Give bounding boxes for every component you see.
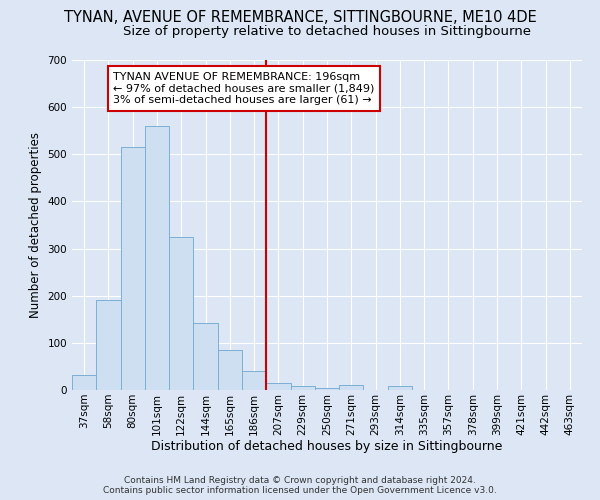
Bar bbox=[242, 371, 266, 390]
Bar bbox=[145, 126, 169, 390]
Bar bbox=[339, 386, 364, 390]
X-axis label: Distribution of detached houses by size in Sittingbourne: Distribution of detached houses by size … bbox=[151, 440, 503, 454]
Text: Contains HM Land Registry data © Crown copyright and database right 2024.
Contai: Contains HM Land Registry data © Crown c… bbox=[103, 476, 497, 495]
Bar bbox=[290, 386, 315, 390]
Bar bbox=[72, 375, 96, 390]
Bar bbox=[121, 147, 145, 390]
Bar bbox=[388, 386, 412, 390]
Text: TYNAN AVENUE OF REMEMBRANCE: 196sqm
← 97% of detached houses are smaller (1,849): TYNAN AVENUE OF REMEMBRANCE: 196sqm ← 97… bbox=[113, 72, 374, 105]
Bar bbox=[96, 300, 121, 390]
Bar bbox=[193, 322, 218, 390]
Bar bbox=[218, 350, 242, 390]
Bar bbox=[266, 384, 290, 390]
Bar bbox=[315, 388, 339, 390]
Bar bbox=[169, 237, 193, 390]
Title: Size of property relative to detached houses in Sittingbourne: Size of property relative to detached ho… bbox=[123, 25, 531, 38]
Y-axis label: Number of detached properties: Number of detached properties bbox=[29, 132, 42, 318]
Text: TYNAN, AVENUE OF REMEMBRANCE, SITTINGBOURNE, ME10 4DE: TYNAN, AVENUE OF REMEMBRANCE, SITTINGBOU… bbox=[64, 10, 536, 25]
